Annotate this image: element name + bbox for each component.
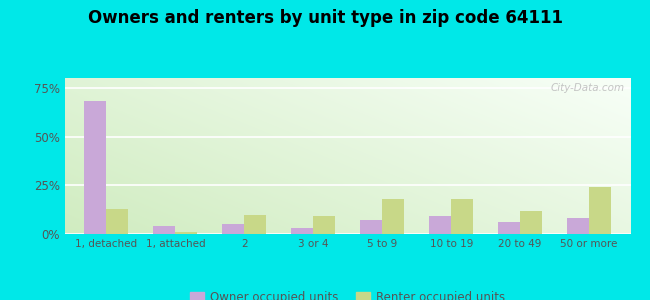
Bar (451, 199, 473, 234)
Bar (176, 232, 198, 234)
Bar (244, 214, 266, 234)
Bar (589, 187, 611, 234)
Bar (520, 211, 542, 234)
Bar (291, 228, 313, 234)
Text: Owners and renters by unit type in zip code 64111: Owners and renters by unit type in zip c… (88, 9, 562, 27)
Bar (222, 224, 244, 234)
Bar (360, 220, 382, 234)
Bar (313, 217, 335, 234)
Bar (84, 101, 107, 234)
Bar (429, 217, 451, 234)
Bar (498, 222, 520, 234)
Text: City-Data.com: City-Data.com (551, 83, 625, 93)
Bar (107, 209, 129, 234)
Bar (567, 218, 589, 234)
Bar (153, 226, 176, 234)
Legend: Owner occupied units, Renter occupied units: Owner occupied units, Renter occupied un… (185, 287, 510, 300)
Bar (382, 199, 404, 234)
